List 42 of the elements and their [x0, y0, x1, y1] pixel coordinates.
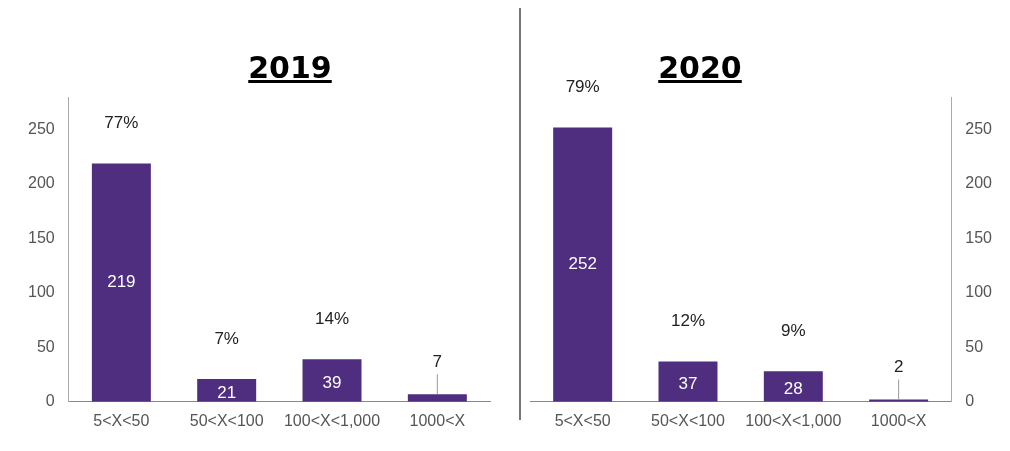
y-tick-label: 50: [36, 337, 55, 355]
x-tick-label: 100<X<1,000: [745, 411, 842, 429]
bar: [407, 394, 467, 402]
y2-tick-label: 100: [965, 283, 993, 301]
bar: [763, 371, 823, 402]
y-tick-label: 0: [45, 392, 55, 410]
x-tick-label: 5<X<50: [93, 411, 150, 429]
bar: [658, 361, 718, 402]
y-tick-label: 150: [27, 228, 55, 246]
x-tick-label: 1000<X: [409, 411, 466, 429]
y2-tick-label: 0: [965, 392, 975, 410]
bar: [302, 359, 362, 402]
chart-title: 2020: [658, 50, 742, 85]
chart-title: 2019: [247, 50, 333, 85]
y-tick-label: 100: [27, 283, 55, 301]
bar: [553, 127, 613, 402]
annotation: 12%: [670, 311, 705, 331]
data-label: 7: [432, 351, 443, 371]
y2-tick-label: 200: [965, 174, 993, 192]
annotation: 7%: [214, 328, 239, 348]
data-label: 39: [322, 373, 342, 393]
data-label: 2: [893, 357, 904, 377]
x-tick-label: 1000<X: [870, 411, 927, 429]
annotation: 14%: [315, 309, 350, 329]
x-tick-label: 50<X<100: [651, 411, 726, 429]
bar: [91, 163, 151, 402]
data-label: 37: [678, 374, 698, 394]
annotation: 77%: [104, 113, 139, 133]
data-label: 219: [107, 272, 136, 292]
data-label: 252: [568, 254, 597, 274]
y2-tick-label: 50: [965, 337, 984, 355]
x-tick-label: 100<X<1,000: [283, 411, 381, 429]
data-label: 28: [783, 379, 803, 399]
y-tick-label: 200: [27, 174, 55, 192]
y2-tick-label: 250: [965, 120, 993, 138]
x-tick-label: 5<X<50: [554, 411, 611, 429]
data-label: 21: [217, 383, 237, 403]
y2-tick-label: 150: [965, 228, 993, 246]
annotation: 9%: [781, 321, 806, 341]
y-tick-label: 250: [27, 120, 55, 138]
text: 79%: [565, 77, 600, 97]
x-tick-label: 50<X<100: [189, 411, 264, 429]
